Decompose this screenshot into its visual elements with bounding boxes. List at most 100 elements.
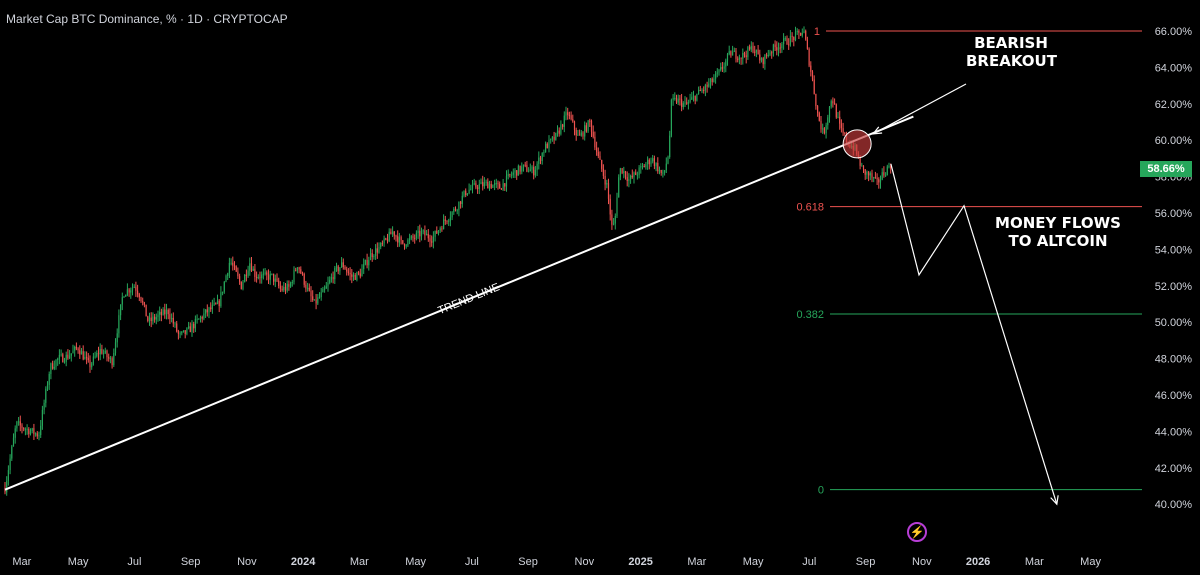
candle-body-466 — [796, 30, 798, 32]
candle-body-153 — [264, 272, 266, 274]
candle-body-184 — [317, 297, 319, 304]
candle-body-14 — [28, 428, 30, 435]
candle-body-33 — [60, 354, 62, 356]
fib-levels: 1 0.618 0.382 0 — [796, 26, 1142, 497]
candle-body-357 — [611, 214, 613, 225]
current-price-badge: 58.66% — [1140, 161, 1192, 177]
candle-body-132 — [228, 262, 230, 274]
candle-body-339 — [580, 132, 582, 136]
candle-body-383 — [655, 162, 657, 166]
candle-body-177 — [305, 284, 307, 289]
candle-body-457 — [781, 44, 783, 49]
x-tick-label-10: Nov — [575, 556, 595, 568]
candle-body-122 — [211, 304, 213, 310]
candle-body-394 — [674, 97, 676, 99]
candle-body-246 — [422, 230, 424, 232]
candle-body-460 — [786, 38, 788, 45]
y-tick-label-10: 46.00% — [1155, 390, 1193, 402]
candle-body-201 — [346, 269, 348, 272]
candle-body-119 — [206, 309, 208, 313]
candle-body-99 — [172, 317, 174, 324]
candle-body-58 — [103, 352, 105, 354]
candle-body-393 — [672, 97, 674, 100]
candle-body-174 — [300, 269, 302, 274]
candle-body-344 — [589, 120, 591, 122]
candle-body-404 — [691, 97, 693, 100]
candle-body-117 — [203, 313, 205, 319]
candle-body-34 — [62, 354, 64, 363]
candle-body-88 — [154, 316, 156, 320]
candle-body-379 — [648, 159, 650, 165]
candle-body-395 — [675, 97, 678, 103]
candle-body-77 — [135, 286, 137, 291]
candle-body-490 — [837, 116, 839, 118]
candle-body-149 — [257, 277, 259, 279]
candle-body-361 — [618, 177, 620, 198]
candle-body-483 — [825, 125, 827, 134]
candle-body-471 — [805, 30, 807, 40]
x-tick-label-15: Sep — [856, 556, 876, 568]
candle-body-27 — [50, 363, 52, 375]
x-tick-label-9: Sep — [518, 556, 538, 568]
x-axis: Mar May Jul Sep Nov 2024 Mar May Jul Sep Nov 2025 Ma… — [12, 556, 1101, 568]
candle-body-451 — [771, 52, 773, 54]
candle-body-15 — [29, 430, 32, 435]
candle-body-196 — [337, 266, 339, 272]
candle-body-481 — [822, 128, 824, 130]
y-axis: 66.00%64.00%62.00%60.00%58.00%56.00%54.0… — [1155, 26, 1193, 511]
candle-body-205 — [352, 274, 355, 277]
candle-body-293 — [502, 183, 504, 190]
candle-body-120 — [208, 307, 210, 313]
candle-body-62 — [109, 358, 111, 360]
candle-body-280 — [480, 181, 482, 185]
candle-body-269 — [461, 195, 463, 205]
candle-body-514 — [878, 179, 880, 183]
candle-body-171 — [295, 270, 297, 272]
candle-body-427 — [730, 51, 732, 56]
candle-body-340 — [582, 132, 584, 137]
x-tick-label-17: 2026 — [966, 556, 990, 568]
candle-body-300 — [514, 170, 516, 173]
candle-body-218 — [375, 248, 377, 256]
candle-body-38 — [69, 355, 71, 359]
candle-body-276 — [473, 183, 475, 185]
candle-body-362 — [619, 168, 621, 178]
candle-body-144 — [249, 263, 251, 271]
candle-body-449 — [767, 55, 769, 57]
lightning-icon[interactable]: ⚡ — [907, 522, 927, 542]
candle-body-303 — [519, 165, 521, 172]
candle-body-163 — [281, 288, 283, 291]
candle-body-44 — [79, 350, 81, 355]
candle-body-137 — [237, 271, 239, 277]
candle-body-366 — [626, 177, 628, 182]
candle-body-273 — [468, 189, 470, 194]
candle-body-0 — [4, 487, 6, 493]
y-tick-label-9: 48.00% — [1155, 354, 1193, 366]
candle-body-221 — [380, 243, 382, 247]
candle-body-491 — [839, 116, 841, 124]
candle-body-305 — [522, 164, 525, 167]
x-tick-label-19: May — [1080, 556, 1101, 568]
candle-body-52 — [92, 356, 94, 364]
y-tick-label-7: 52.00% — [1155, 281, 1193, 293]
candle-body-236 — [405, 245, 407, 247]
candle-body-197 — [339, 267, 341, 272]
candle-body-417 — [713, 78, 715, 82]
candle-body-248 — [426, 233, 428, 236]
candle-body-102 — [177, 331, 179, 334]
candle-body-355 — [607, 183, 610, 199]
candle-body-313 — [536, 163, 538, 170]
candle-body-42 — [75, 346, 77, 349]
candle-body-220 — [378, 246, 380, 253]
candle-body-152 — [262, 273, 264, 275]
candle-body-24 — [45, 388, 47, 403]
candle-body-134 — [232, 262, 234, 266]
candle-body-349 — [597, 151, 599, 157]
candle-body-413 — [706, 84, 708, 87]
candle-body-405 — [692, 96, 695, 98]
candle-body-384 — [657, 162, 659, 172]
candle-body-232 — [398, 237, 400, 243]
candle-body-66 — [116, 333, 118, 343]
y-tick-label-8: 50.00% — [1155, 317, 1193, 329]
candle-body-493 — [842, 128, 844, 133]
